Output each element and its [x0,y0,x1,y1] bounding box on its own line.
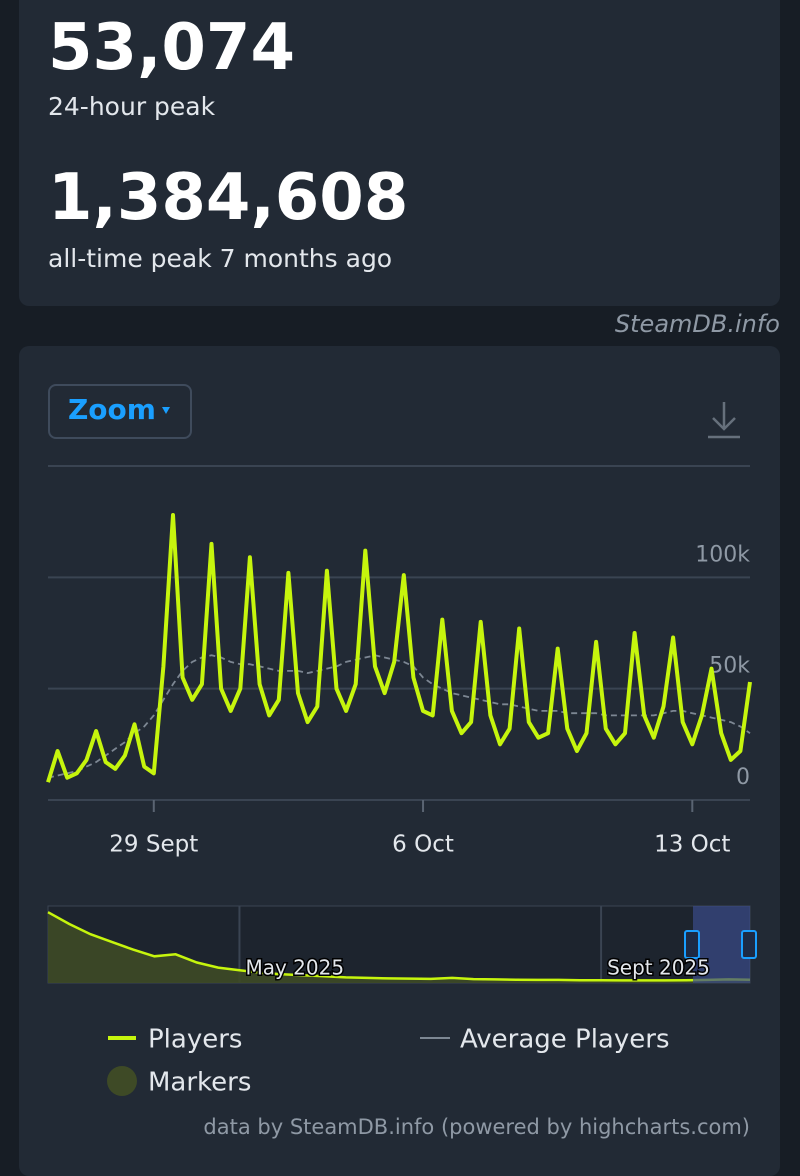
navigator-line [47,911,751,982]
y-tick-label: 100k [695,542,750,567]
series-line [47,654,751,779]
legend-label: Average Players [460,1025,670,1055]
alltime-peak-label: all-time peak 7 months ago [48,244,393,273]
watermark: SteamDB.info [614,310,780,338]
y-tick-label: 50k [709,654,750,679]
x-tick-label: 6 Oct [392,832,454,858]
y-tick-label: 0 [736,765,750,790]
current-peak-label: 24-hour peak [48,92,216,121]
current-peak: 53,074 [48,11,295,85]
navigator-selection[interactable] [693,906,750,983]
legend-swatch [107,1066,137,1096]
legend-label: Players [148,1025,242,1055]
zoom-label[interactable]: Zoom [68,393,156,426]
navigator-handles[interactable] [684,930,757,959]
x-tick-label: 29 Sept [109,832,198,858]
zoom-caret [162,407,170,414]
zoom-button[interactable] [48,384,192,439]
chart-card [19,346,780,1176]
download-icon[interactable] [708,402,740,439]
x-tick-label: 13 Oct [654,832,730,858]
series-line [46,513,752,783]
stats-card [19,0,780,306]
credit: data by SteamDB.info (powered by highcha… [203,1115,750,1139]
navigator-label: Sept 2025 [607,956,710,980]
navigator-label: May 2025 [245,956,344,980]
alltime-peak: 1,384,608 [48,161,409,235]
legend-label: Markers [148,1068,251,1098]
navigator-area [48,912,750,983]
